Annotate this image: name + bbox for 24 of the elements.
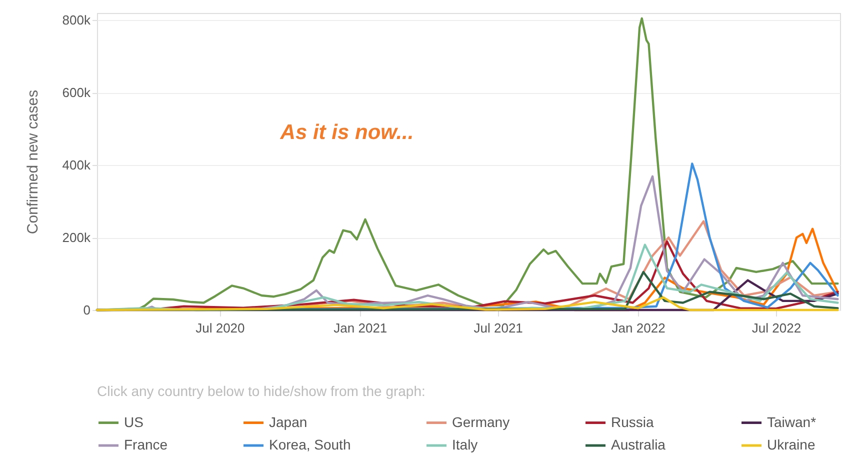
x-tick-label: Jan 2022 bbox=[612, 320, 666, 336]
y-tick-label: 800k bbox=[62, 12, 91, 28]
legend-label: Ukraine bbox=[767, 436, 816, 452]
annotation: As it is now... bbox=[279, 121, 414, 144]
legend-label: France bbox=[124, 436, 168, 452]
legend-label: Italy bbox=[452, 436, 478, 452]
legend-label: Australia bbox=[611, 436, 666, 452]
legend-label: US bbox=[124, 414, 144, 430]
x-tick-label: Jul 2022 bbox=[752, 320, 802, 336]
legend-label: Japan bbox=[269, 414, 308, 430]
legend-label: Germany bbox=[452, 414, 510, 430]
y-axis-title: Confirmed new cases bbox=[24, 90, 42, 234]
x-tick-label: Jul 2021 bbox=[474, 320, 523, 336]
legend-label: Russia bbox=[611, 414, 654, 430]
x-tick-label: Jan 2021 bbox=[334, 320, 388, 336]
line-series bbox=[96, 296, 839, 312]
y-tick-label: 400k bbox=[62, 158, 91, 173]
y-tick-label: 600k bbox=[62, 85, 91, 100]
x-tick-label: Jul 2020 bbox=[196, 320, 245, 336]
legend-label: Korea, South bbox=[269, 436, 351, 452]
legend-label: Taiwan* bbox=[767, 414, 817, 430]
legend-title: Click any country below to hide/show from the graph: bbox=[97, 383, 426, 399]
y-tick-label: 200k bbox=[62, 230, 91, 246]
y-tick-label: 0 bbox=[83, 302, 90, 318]
